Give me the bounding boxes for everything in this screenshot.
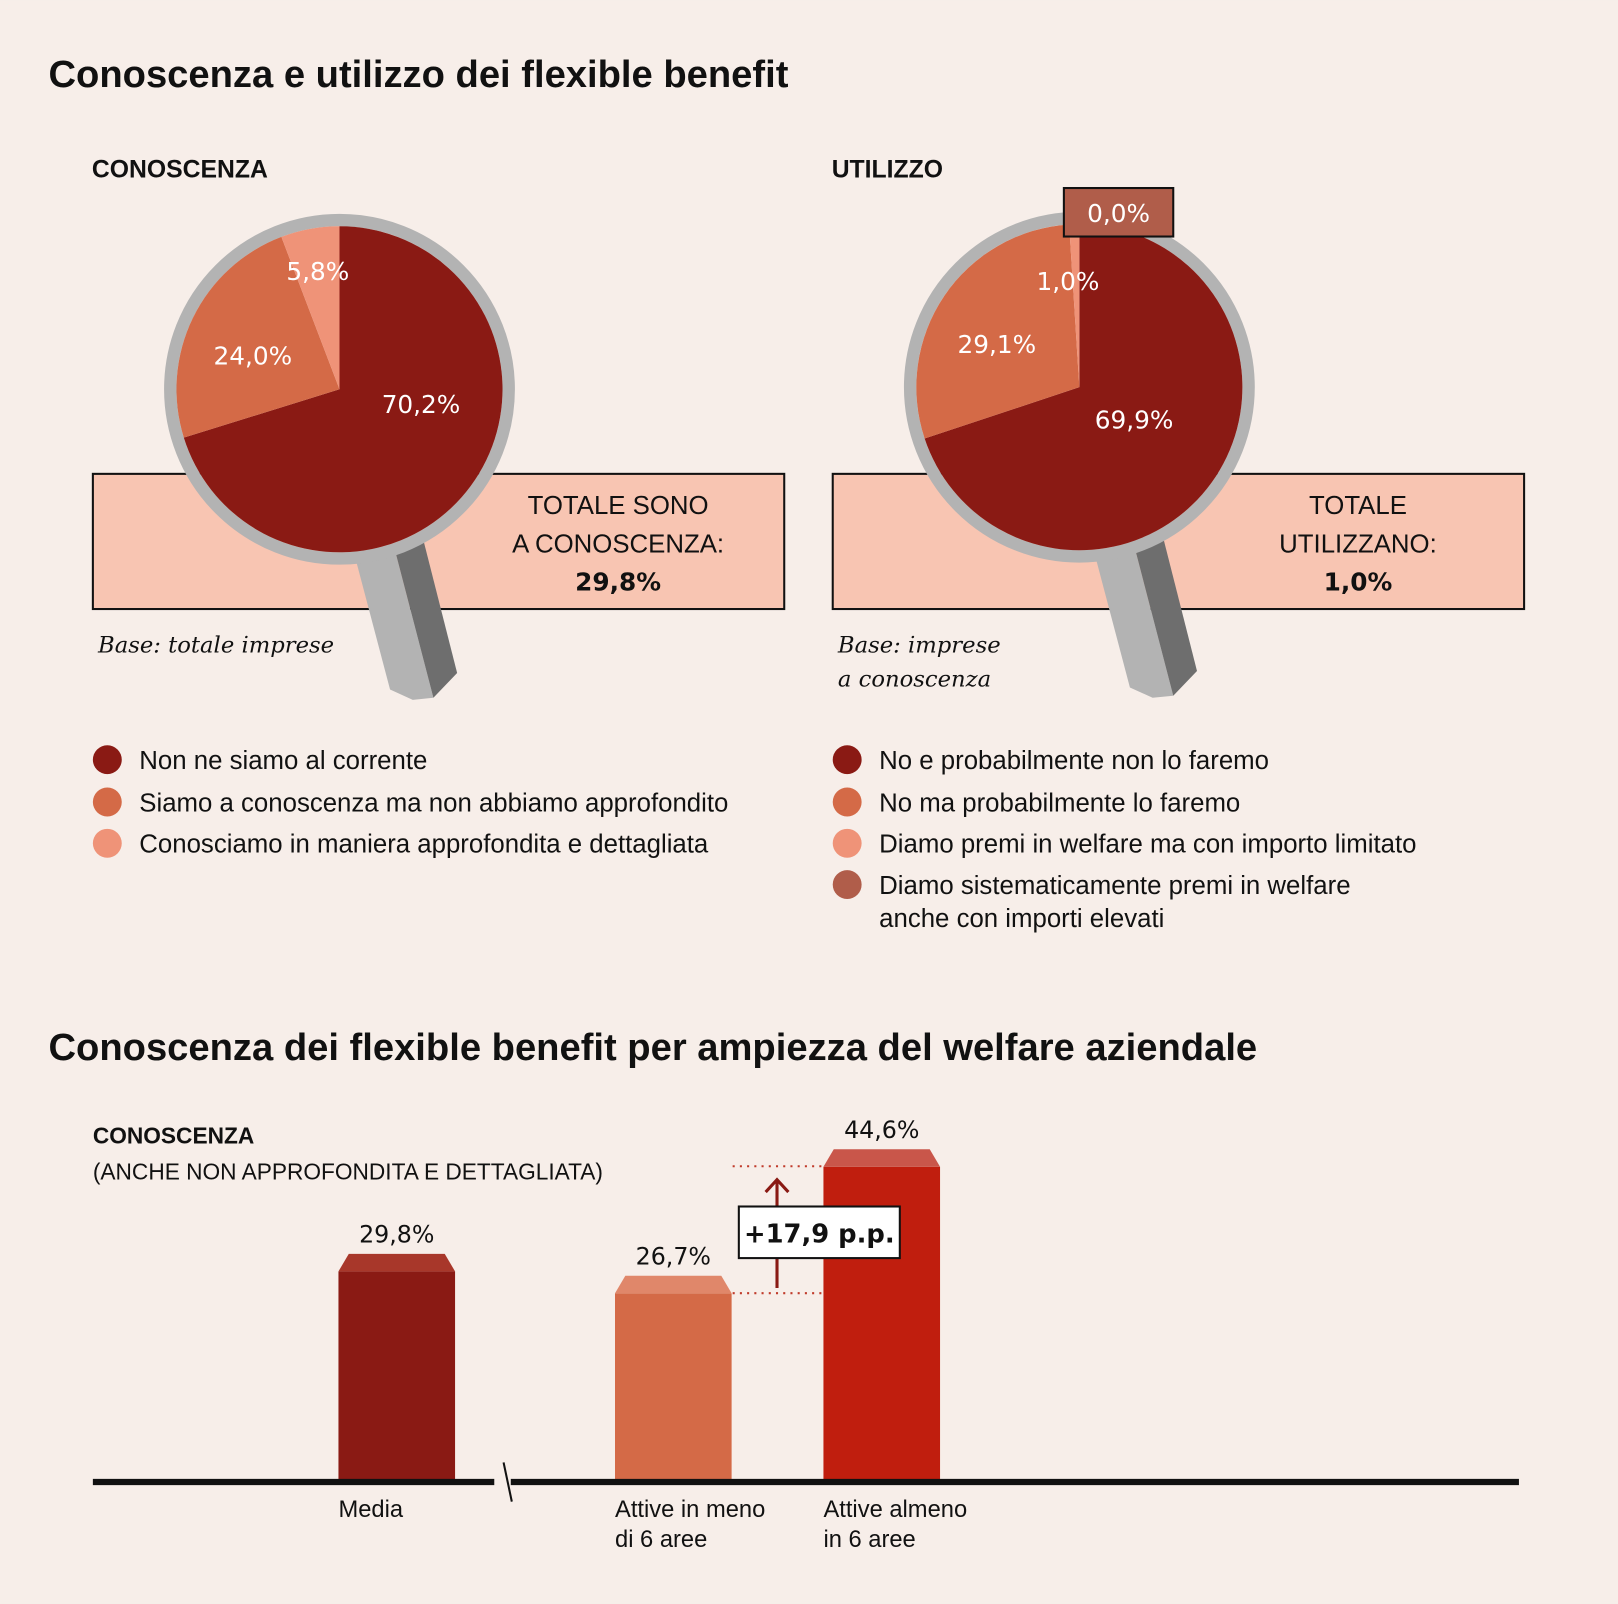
legend-swatch (92, 787, 122, 817)
legend-item: Diamo premi in welfare ma con importo li… (879, 831, 1416, 859)
pie1-label-2: 5,8% (286, 257, 349, 286)
total1-line2: A CONOSCENZA: (512, 530, 724, 558)
magnifier-handle-icon (356, 538, 458, 700)
category-label-line2: di 6 aree (615, 1527, 707, 1553)
pie-slice-1 (176, 236, 340, 438)
pie2-label-3: 0,0% (1087, 199, 1150, 228)
bar-value-label: 44,6% (844, 1116, 919, 1144)
pie1-label-1: 24,0% (214, 341, 293, 370)
total2-line2: UTILIZZANO: (1279, 530, 1437, 558)
pie-slice-0 (924, 224, 1243, 551)
legend-swatch (92, 745, 122, 775)
bar-0 (338, 1271, 456, 1483)
legend-pie1: Non ne siamo al corrente Siamo a conosce… (92, 745, 728, 859)
legend-swatch (832, 745, 862, 775)
pie-slice-2 (281, 226, 340, 390)
difference-label: +17,9 p.p. (744, 1220, 895, 1250)
bar-value-label: 26,7% (636, 1242, 711, 1270)
legend-item: Siamo a conoscenza ma non abbiamo approf… (139, 789, 728, 817)
legend-swatch (832, 787, 862, 817)
axis-break-icon (502, 1462, 513, 1502)
bar-cap-1 (615, 1275, 732, 1294)
total1-line1: TOTALE SONO (528, 492, 709, 520)
pie2-label-1: 29,1% (957, 330, 1036, 359)
bar-1 (615, 1293, 732, 1483)
pie-slice-2 (1069, 224, 1080, 388)
difference-badge (737, 1205, 901, 1260)
pie1-base-note: Base: totale imprese (97, 632, 334, 658)
title-breadth: Conoscenza dei flexible benefit per ampi… (48, 1026, 1257, 1069)
total2-value: 1,0% (1324, 567, 1393, 596)
pie-slice-0 (183, 226, 503, 553)
legend-swatch (832, 870, 862, 899)
legend-pie2: No e probabilmente non lo faremo No ma p… (832, 745, 1416, 933)
legend-item: No e probabilmente non lo faremo (879, 747, 1269, 775)
legend-swatch (832, 828, 862, 858)
bar-cap-2 (823, 1149, 941, 1167)
category-label: Media (338, 1497, 403, 1523)
category-label: Attive in meno (615, 1497, 765, 1523)
pie2-base-note-2: a conoscenza (838, 666, 991, 692)
pie-utilizzo (916, 224, 1243, 551)
magnifier-handle-icon (1095, 536, 1197, 698)
legend-item: Non ne siamo al corrente (139, 747, 427, 775)
pie1-title: CONOSCENZA (92, 157, 268, 184)
pie-slice-1 (916, 224, 1080, 439)
category-label: Attive almeno (823, 1497, 967, 1523)
pie-conoscenza (176, 226, 503, 553)
pie2-label-0: 69,9% (1095, 405, 1174, 434)
total1-value: 29,8% (575, 567, 661, 596)
bar-title: CONOSCENZA (93, 1123, 254, 1149)
category-label-line2: in 6 aree (823, 1527, 915, 1553)
pie2-label-2: 1,0% (1037, 267, 1100, 296)
pie1-label-0: 70,2% (382, 390, 461, 419)
legend-item: No ma probabilmente lo faremo (879, 789, 1240, 817)
bar-subtitle: (ANCHE NON APPROFONDITA E DETTAGLIATA) (93, 1159, 603, 1185)
total2-line1: TOTALE (1309, 492, 1407, 520)
pie2-base-note: Base: imprese (837, 632, 1001, 658)
legend-swatch (92, 828, 122, 858)
bar-value-label: 29,8% (359, 1220, 434, 1248)
bar-cap-0 (338, 1253, 456, 1272)
pie2-zero-callout (1062, 186, 1175, 238)
legend-item-cont: anche con importi elevati (879, 905, 1164, 933)
pie2-title: UTILIZZO (832, 157, 943, 184)
legend-item: Conosciamo in maniera approfondita e det… (139, 831, 709, 859)
magnifier-ring-icon (164, 213, 515, 565)
legend-item: Diamo sistematicamente premi in welfare (879, 872, 1350, 900)
title-knowledge-usage: Conoscenza e utilizzo dei flexible benef… (48, 53, 788, 96)
